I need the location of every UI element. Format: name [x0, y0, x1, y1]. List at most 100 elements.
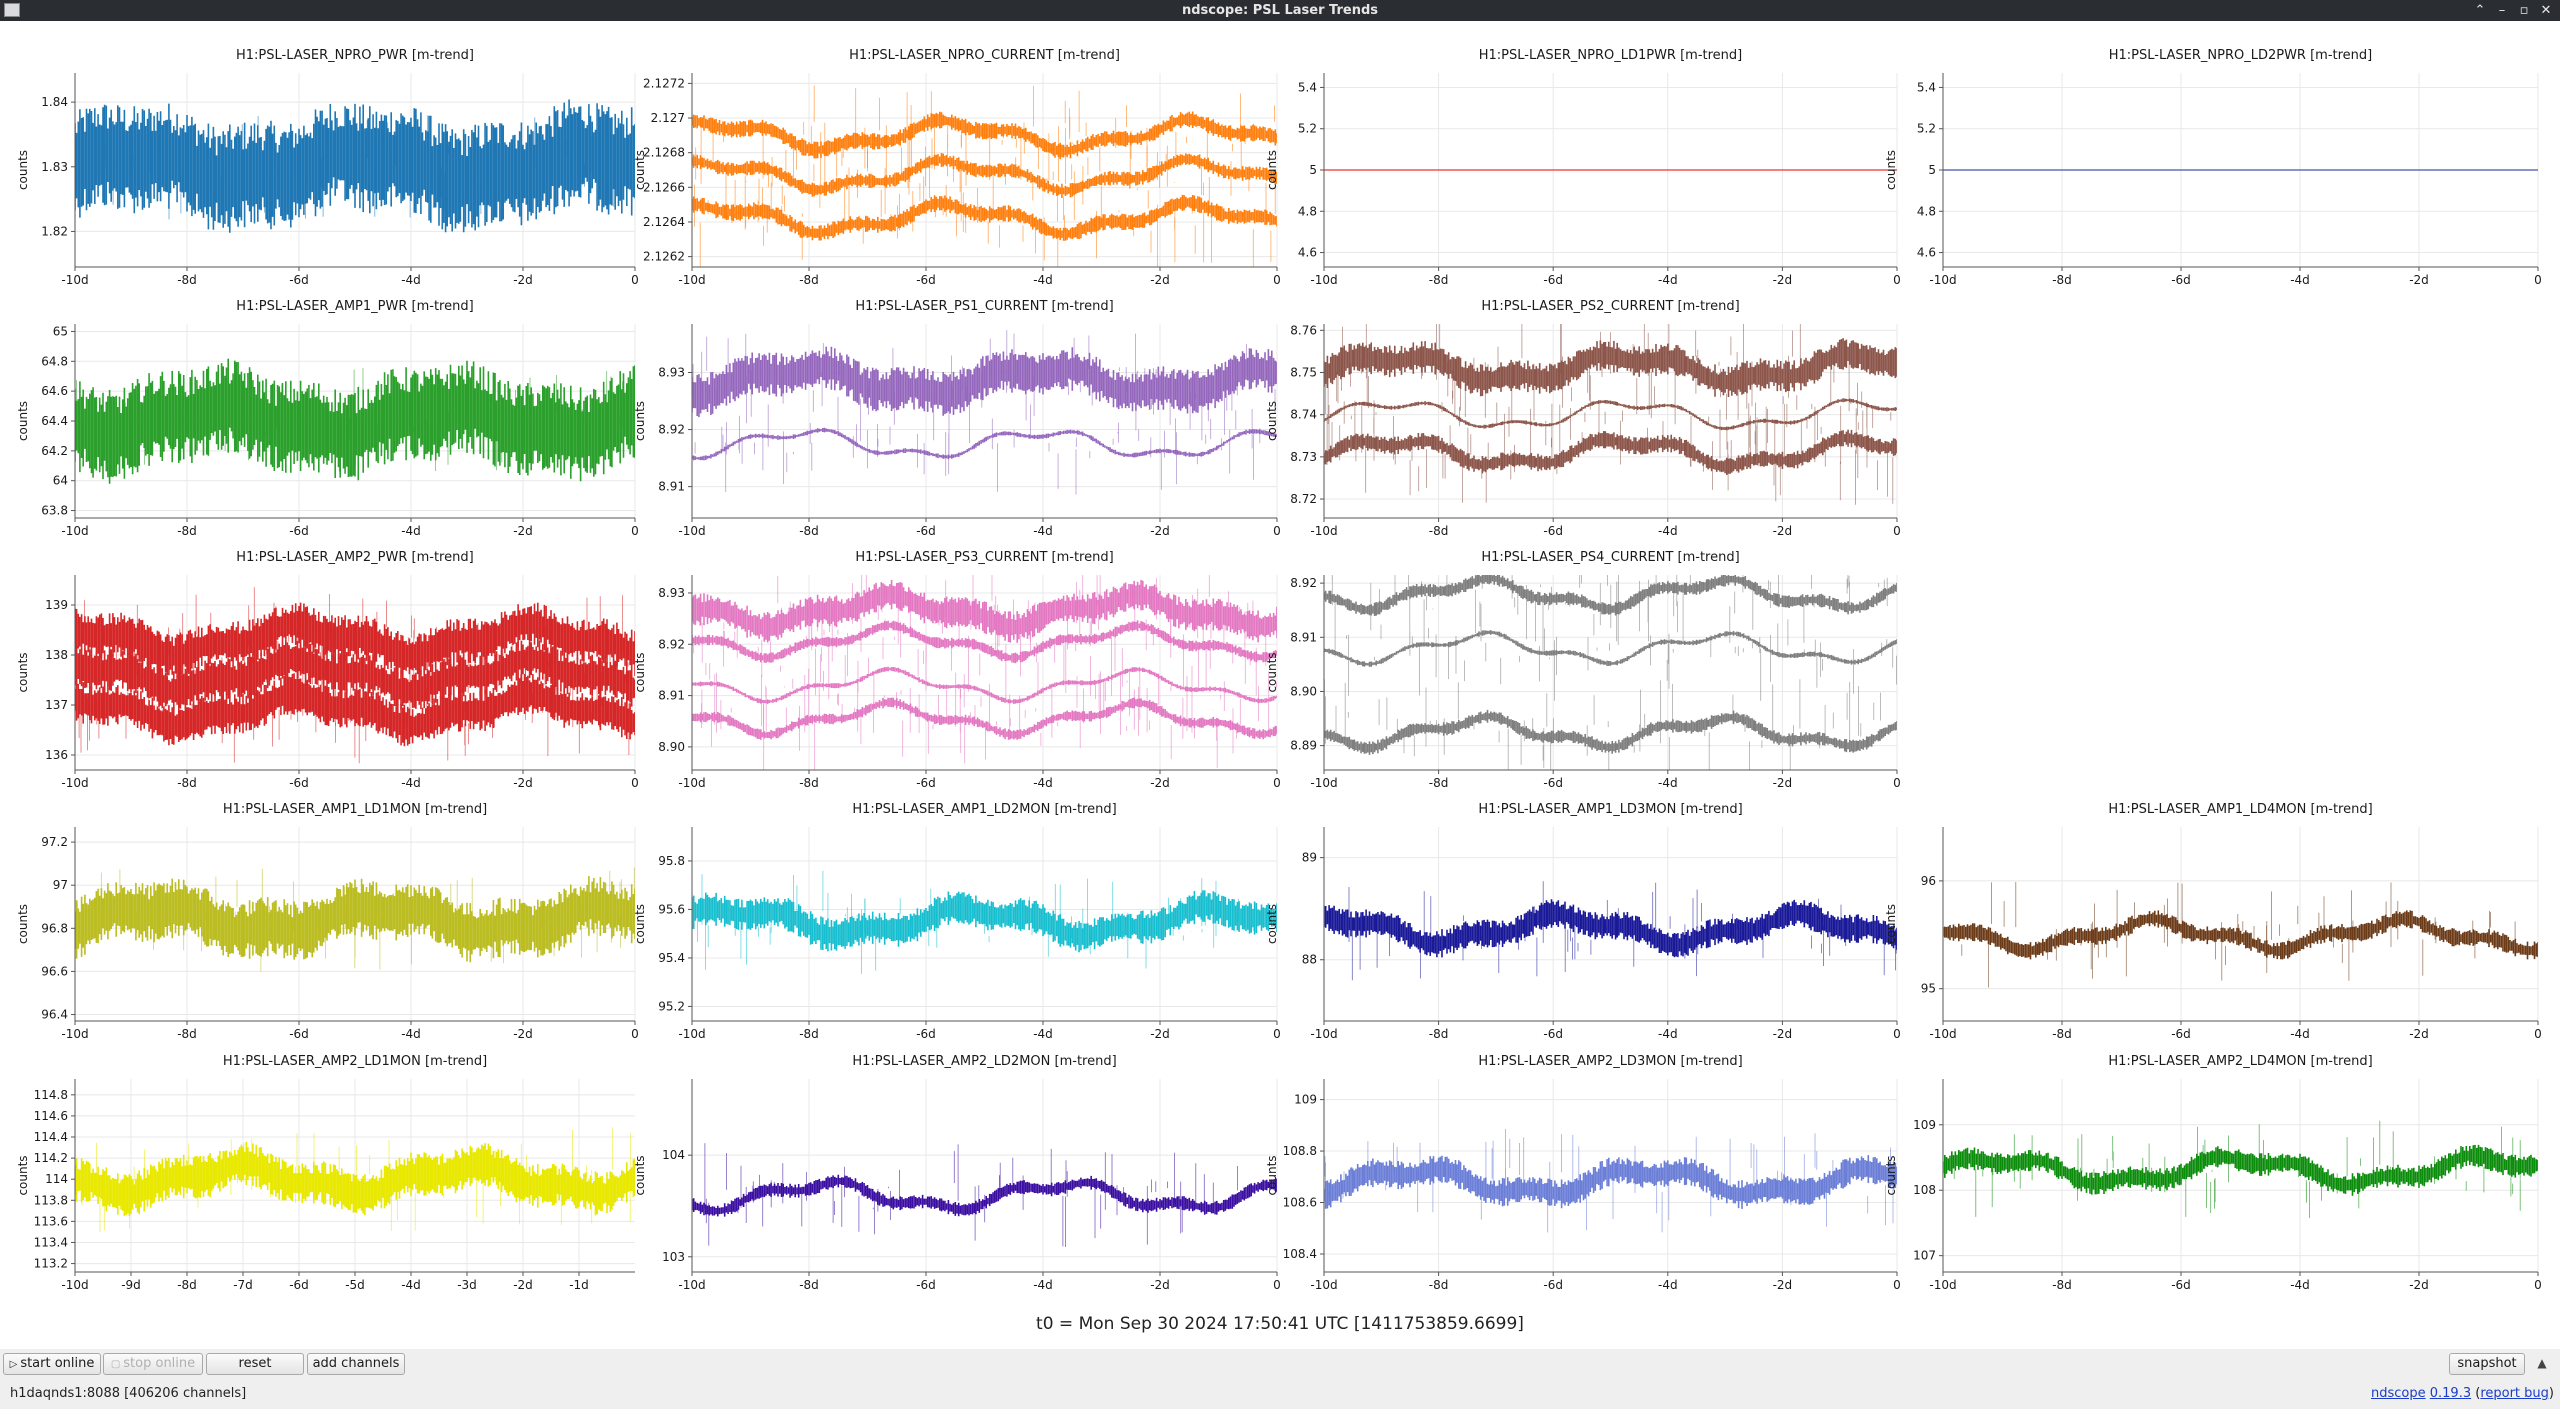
y-tick-label: 8.89 — [1290, 739, 1317, 753]
minimize-icon[interactable]: – — [2498, 3, 2506, 18]
y-tick-label: 8.93 — [658, 366, 685, 380]
plot-panel[interactable]: H1:PSL-LASER_AMP1_LD1MON [m-trend] counts… — [16, 802, 639, 1041]
trace-spikes — [1326, 400, 1894, 505]
y-tick-label: 95.4 — [658, 951, 685, 965]
series-trace — [1943, 882, 2538, 988]
y-tick-label: 89 — [1302, 851, 1317, 865]
app-icon[interactable] — [4, 3, 20, 17]
x-tick-label: -4d — [2290, 273, 2310, 287]
report-bug-link[interactable]: report bug — [2480, 1386, 2549, 1401]
x-tick-label: -2d — [1773, 776, 1793, 790]
plot-panel[interactable]: H1:PSL-LASER_PS4_CURRENT [m-trend] counts… — [1265, 542, 1901, 790]
plot-panel[interactable]: H1:PSL-LASER_NPRO_LD2PWR [m-trend] counts… — [1884, 48, 2542, 287]
version-link[interactable]: 0.19.3 — [2429, 1386, 2472, 1401]
plot-panel[interactable]: H1:PSL-LASER_NPRO_PWR [m-trend] counts 1.8… — [16, 48, 639, 287]
y-axis-label: counts — [633, 904, 647, 944]
y-tick-label: 8.76 — [1290, 323, 1317, 337]
x-tick-label: -6d — [916, 1278, 936, 1292]
y-axis-label: counts — [1265, 150, 1279, 190]
plot-panel[interactable]: H1:PSL-LASER_NPRO_LD1PWR [m-trend] counts… — [1265, 48, 1901, 287]
x-tick-label: 0 — [2534, 1027, 2542, 1041]
x-tick-label: -8d — [2052, 273, 2072, 287]
keep-above-icon[interactable]: ⌃ — [2474, 3, 2486, 18]
plot-panel[interactable]: H1:PSL-LASER_AMP1_LD4MON [m-trend] counts… — [1884, 802, 2542, 1041]
plot-panel[interactable]: H1:PSL-LASER_AMP2_LD4MON [m-trend] counts… — [1884, 1054, 2542, 1292]
plot-panel[interactable]: H1:PSL-LASER_PS3_CURRENT [m-trend] counts… — [633, 550, 1281, 790]
x-tick-label: -2d — [513, 776, 533, 790]
plot-panel[interactable]: H1:PSL-LASER_AMP1_PWR [m-trend] counts 65 6… — [16, 299, 639, 538]
x-tick-label: -2d — [1150, 1027, 1170, 1041]
x-tick-label: -4d — [401, 273, 421, 287]
trace-spikes — [1331, 575, 1888, 646]
plot-title: H1:PSL-LASER_AMP2_LD1MON [m-trend] — [223, 1054, 487, 1069]
x-tick-label: -6d — [289, 524, 309, 538]
app-link[interactable]: ndscope — [2370, 1386, 2426, 1401]
y-tick-label: 113.4 — [34, 1235, 68, 1249]
y-tick-label: 95.8 — [658, 854, 685, 868]
plot-title: H1:PSL-LASER_AMP1_PWR [m-trend] — [236, 299, 473, 314]
add-channels-button[interactable]: add channels — [307, 1353, 405, 1375]
trace-spikes — [704, 1143, 1243, 1247]
x-tick-label: -10d — [61, 1278, 88, 1292]
x-tick-label: -2d — [2409, 1027, 2429, 1041]
y-axis-label: counts — [16, 904, 30, 944]
trace-band — [75, 358, 635, 484]
x-tick-label: -4d — [401, 1027, 421, 1041]
expand-panel-icon[interactable]: ▲ — [2537, 1356, 2547, 1370]
x-tick-label: 0 — [1893, 273, 1901, 287]
plot-panel[interactable]: H1:PSL-LASER_NPRO_CURRENT [m-trend] count… — [633, 48, 1281, 287]
x-tick-label: -6d — [916, 524, 936, 538]
y-tick-label: 8.92 — [658, 423, 685, 437]
trace-spikes — [692, 330, 1276, 431]
y-tick-label: 96.8 — [41, 921, 68, 935]
trace-spikes — [1348, 881, 1897, 981]
x-tick-label: 0 — [631, 273, 639, 287]
x-tick-label: -6d — [1543, 273, 1563, 287]
plot-panel[interactable]: H1:PSL-LASER_PS1_CURRENT [m-trend] counts… — [633, 299, 1281, 538]
series-trace — [692, 85, 1277, 267]
plot-panel[interactable]: H1:PSL-LASER_AMP2_LD1MON [m-trend] counts… — [16, 1054, 635, 1292]
y-tick-label: 5.4 — [1298, 80, 1317, 94]
plot-title: H1:PSL-LASER_NPRO_LD2PWR [m-trend] — [2109, 48, 2373, 63]
x-tick-label: -4d — [401, 524, 421, 538]
start-online-button[interactable]: ▷ start online — [3, 1353, 101, 1375]
plot-panel[interactable]: H1:PSL-LASER_AMP2_LD2MON [m-trend] counts… — [633, 1054, 1281, 1292]
x-tick-label: -8d — [1429, 524, 1449, 538]
x-tick-label: 0 — [631, 1027, 639, 1041]
trace-band — [692, 890, 1277, 953]
plot-panel[interactable]: H1:PSL-LASER_AMP1_LD2MON [m-trend] counts… — [633, 802, 1281, 1041]
y-tick-label: 114.2 — [34, 1151, 68, 1165]
reset-button[interactable]: reset — [206, 1353, 304, 1375]
x-tick-label: -8d — [799, 273, 819, 287]
y-tick-label: 103 — [662, 1250, 685, 1264]
trace-spikes — [1953, 1120, 2521, 1218]
x-tick-label: -10d — [61, 1027, 88, 1041]
x-tick-label: -10d — [1929, 273, 1956, 287]
x-tick-label: -8d — [1429, 1027, 1449, 1041]
plot-panel[interactable]: H1:PSL-LASER_PS2_CURRENT [m-trend] counts… — [1265, 299, 1901, 538]
x-tick-label: -4d — [1658, 1278, 1678, 1292]
plot-title: H1:PSL-LASER_AMP2_LD3MON [m-trend] — [1478, 1054, 1742, 1069]
plot-title: H1:PSL-LASER_AMP1_LD3MON [m-trend] — [1478, 802, 1742, 817]
maximize-icon[interactable]: ▫ — [2519, 3, 2529, 18]
x-tick-label: -8d — [177, 273, 197, 287]
close-icon[interactable]: ✕ — [2540, 3, 2552, 18]
plot-panel[interactable]: H1:PSL-LASER_AMP2_LD3MON [m-trend] counts… — [1265, 1054, 1901, 1292]
x-tick-label: 0 — [1893, 1278, 1901, 1292]
trace-band — [692, 1174, 1277, 1217]
plot-title: H1:PSL-LASER_PS1_CURRENT [m-trend] — [855, 299, 1113, 314]
x-tick-label: 0 — [1273, 273, 1281, 287]
snapshot-button[interactable]: snapshot — [2449, 1353, 2525, 1375]
y-axis-label: counts — [633, 1155, 647, 1195]
y-tick-label: 139 — [45, 598, 68, 612]
stop-online-button[interactable]: ▢ stop online — [103, 1353, 203, 1375]
trace-band — [1324, 398, 1897, 431]
plot-grid[interactable]: H1:PSL-LASER_NPRO_PWR [m-trend] counts 1.8… — [0, 22, 2560, 1322]
plot-panel[interactable]: H1:PSL-LASER_AMP1_LD3MON [m-trend] counts… — [1265, 802, 1901, 1041]
trace-spikes — [1325, 366, 1892, 468]
x-tick-label: -4d — [1658, 524, 1678, 538]
x-tick-label: -2d — [1773, 524, 1793, 538]
plot-panel[interactable]: H1:PSL-LASER_AMP2_PWR [m-trend] counts 139… — [16, 550, 639, 790]
trace-band — [692, 666, 1277, 704]
y-tick-label: 8.72 — [1290, 492, 1317, 506]
